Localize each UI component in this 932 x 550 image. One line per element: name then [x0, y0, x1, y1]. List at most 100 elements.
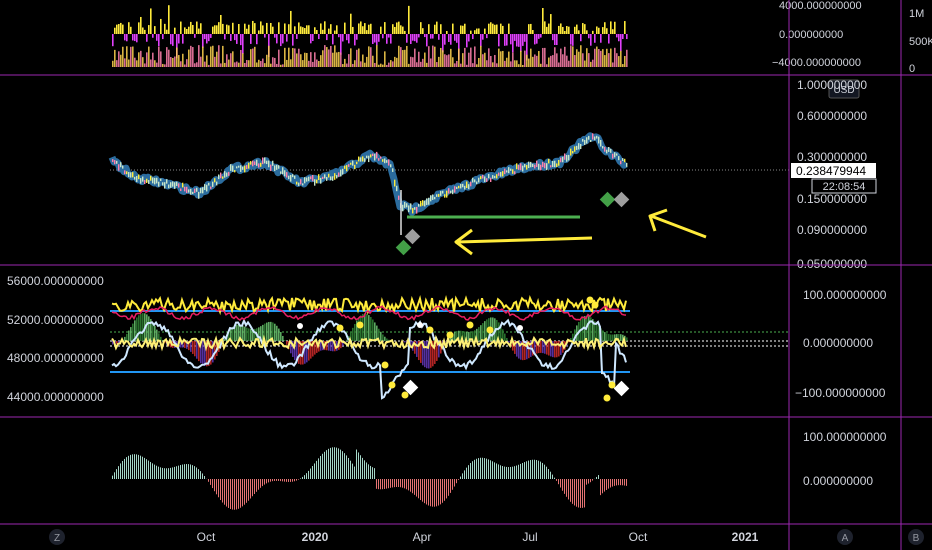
- histogram-bar: [478, 458, 479, 479]
- osc-hist-bar: [508, 341, 510, 343]
- price-candle: [456, 186, 458, 190]
- price-candle: [330, 176, 332, 181]
- histogram-bar: [200, 471, 201, 479]
- osc-hist-bar: [304, 341, 306, 364]
- price-candle: [382, 159, 384, 162]
- volume-bar: [410, 56, 412, 67]
- volume-bar: [384, 51, 386, 67]
- volume-bar: [168, 49, 170, 67]
- volume-bar: [154, 60, 156, 67]
- osc-hist-bar: [142, 313, 144, 341]
- price-candle: [428, 197, 430, 205]
- volume-bar: [284, 23, 286, 34]
- osc-hist-bar: [136, 317, 138, 341]
- histogram-bar: [542, 462, 543, 479]
- volume-bar: [388, 62, 390, 67]
- volume-bar: [310, 34, 312, 44]
- arrow-annotation-left[interactable]: [454, 228, 593, 256]
- volume-bar: [572, 34, 574, 46]
- volume-bar: [216, 25, 218, 34]
- histogram-bar: [518, 464, 519, 479]
- volume-bar: [532, 56, 534, 67]
- price-candle: [178, 183, 180, 188]
- currency-button[interactable]: USD: [828, 79, 860, 99]
- volume-bar: [506, 57, 508, 67]
- price-candle: [278, 165, 280, 169]
- scale-b-button[interactable]: B: [908, 529, 924, 545]
- volume-bar: [314, 27, 316, 34]
- histogram-bar: [458, 479, 459, 480]
- volume-bar: [300, 26, 302, 34]
- volume-bar: [118, 51, 120, 67]
- histogram-bar: [160, 467, 161, 479]
- histogram-bar: [196, 467, 197, 479]
- osc-hist-bar: [294, 341, 296, 361]
- volume-bar: [276, 34, 278, 44]
- volume-bar: [540, 34, 542, 38]
- price-pane[interactable]: USD 1.000000000 0.600000000 0.300000000 …: [108, 78, 877, 271]
- volume-bar: [194, 34, 196, 38]
- oscillator-dots: [297, 296, 616, 402]
- auto-scale-button[interactable]: A: [837, 529, 853, 545]
- timezone-button[interactable]: Z: [49, 529, 65, 545]
- volume-bar: [164, 64, 166, 67]
- volume-bar: [258, 59, 260, 67]
- price-candle: [152, 177, 154, 184]
- histogram-bar: [414, 479, 415, 495]
- histogram-bar: [508, 467, 509, 479]
- volume-bar: [356, 49, 358, 67]
- osc-hist-bar: [158, 333, 160, 341]
- price-candle: [528, 161, 530, 169]
- osc-hist-bar: [138, 315, 140, 341]
- histogram-bar: [604, 479, 605, 492]
- volume-bar: [364, 23, 366, 34]
- osc-hist-bar: [314, 341, 316, 355]
- time-axis[interactable]: Oct 2020 Apr Jul Oct 2021: [197, 530, 759, 544]
- volume-bar: [198, 28, 200, 34]
- price-candle: [126, 171, 128, 175]
- histogram-bar: [168, 468, 169, 479]
- arrow-annotation-right[interactable]: [648, 208, 707, 239]
- oscillator-pane[interactable]: 56000.000000000 52000.000000000 48000.00…: [7, 274, 887, 404]
- diamond-marker-left: [395, 228, 421, 256]
- volume-bar: [424, 52, 426, 67]
- volume-bar: [556, 53, 558, 67]
- volume-bar: [214, 25, 216, 34]
- histogram-bar: [388, 479, 389, 489]
- volume-right-scale: 1M 500K 0: [909, 8, 932, 75]
- volume-bar: [434, 46, 436, 67]
- price-candle: [120, 162, 122, 168]
- histogram-bar: [364, 460, 365, 479]
- volume-pane[interactable]: 4000.000000000 0.000000000 −4000.0000000…: [112, 0, 932, 75]
- histogram-bar: [558, 479, 559, 485]
- osc-hist-bar: [588, 316, 590, 341]
- histogram-bar: [316, 460, 317, 479]
- volume-bar: [478, 57, 480, 67]
- price-candle: [488, 173, 490, 179]
- osc-dot: [466, 321, 474, 329]
- osc-hist-bar: [404, 341, 406, 343]
- price-scale[interactable]: 1.000000000 0.600000000 0.300000000 0.15…: [797, 78, 867, 271]
- volume-bar: [574, 26, 576, 34]
- osc-hist-bar: [186, 341, 188, 349]
- price-candle: [364, 158, 366, 162]
- osc-hist-bar: [200, 341, 202, 364]
- volume-bar: [310, 52, 312, 67]
- volume-bar: [276, 63, 278, 67]
- histogram-bar: [424, 479, 425, 504]
- volume-bar: [438, 34, 440, 40]
- price-candle: [398, 195, 400, 200]
- volume-bar: [162, 34, 164, 40]
- price-candle: [298, 182, 300, 186]
- osc-hist-bar: [346, 339, 348, 341]
- osc-hist-bar: [608, 334, 610, 341]
- histogram-bar: [350, 460, 351, 479]
- osc-hist-bar: [326, 341, 328, 351]
- histogram-pane[interactable]: 100.000000000 0.000000000: [112, 430, 887, 510]
- osc-yellow-line-2: [111, 334, 627, 352]
- histogram-bar: [412, 479, 413, 494]
- price-candle: [444, 194, 446, 198]
- osc-hist-bar: [248, 328, 250, 341]
- volume-bar: [370, 23, 372, 34]
